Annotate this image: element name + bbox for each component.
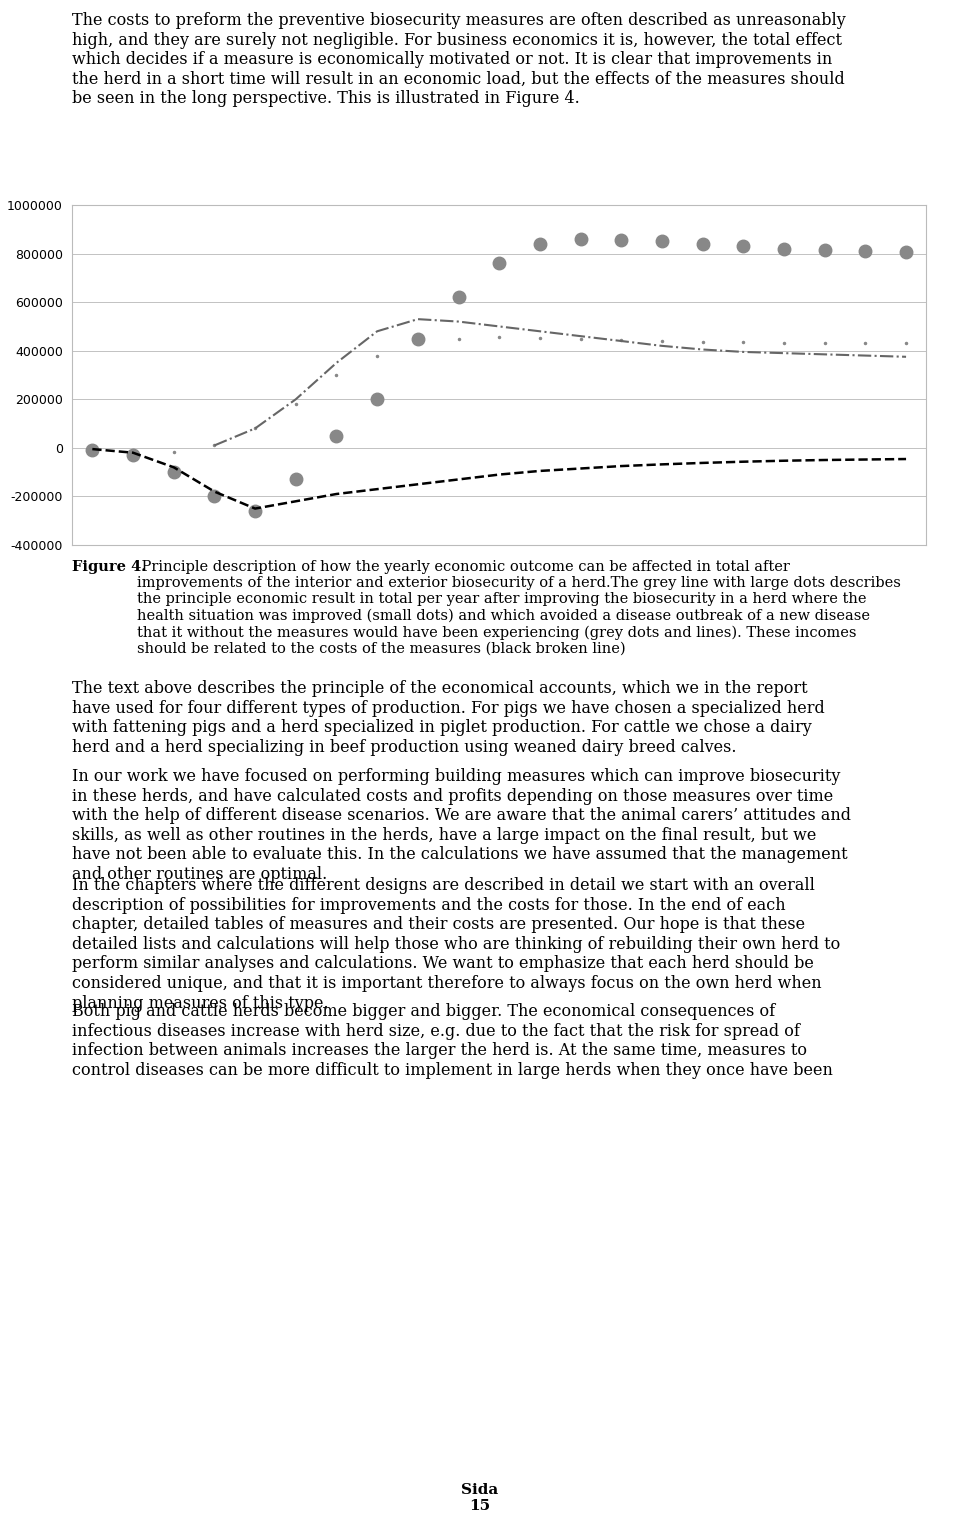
Text: In our work we have focused on performing building measures which can improve bi: In our work we have focused on performin…	[72, 767, 851, 883]
Text: The costs to preform the preventive biosecurity measures are often described as : The costs to preform the preventive bios…	[72, 12, 846, 108]
Text: Sida
15: Sida 15	[462, 1483, 498, 1513]
Text: The text above describes the principle of the economical accounts, which we in t: The text above describes the principle o…	[72, 680, 825, 755]
Text: Principle description of how the yearly economic outcome can be affected in tota: Principle description of how the yearly …	[137, 560, 901, 655]
Text: In the chapters where the different designs are described in detail we start wit: In the chapters where the different desi…	[72, 877, 840, 1012]
Text: Figure 4.: Figure 4.	[72, 560, 146, 574]
Text: Both pig and cattle herds become bigger and bigger. The economical consequences : Both pig and cattle herds become bigger …	[72, 1003, 833, 1078]
